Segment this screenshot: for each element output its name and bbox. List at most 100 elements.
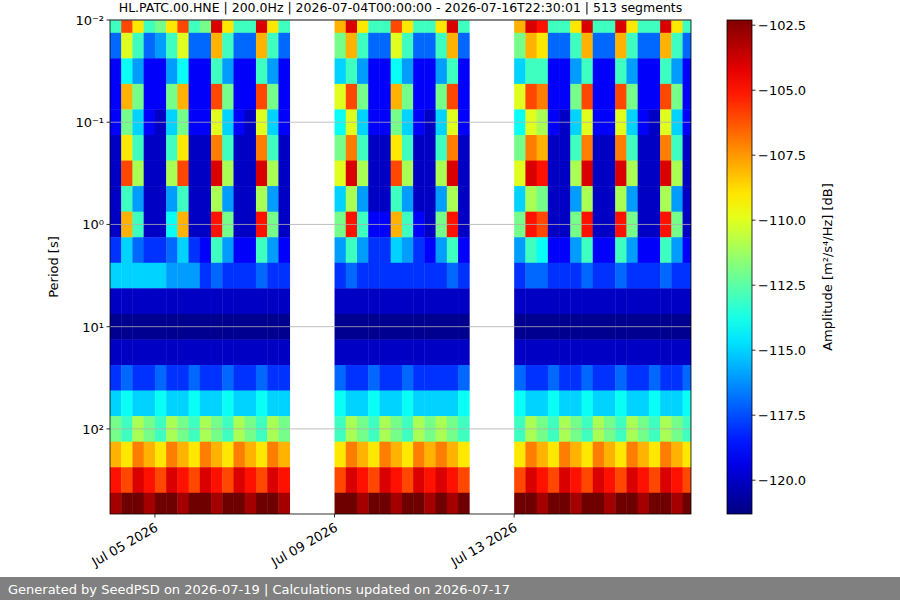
- cell: [357, 135, 369, 161]
- cell: [525, 339, 537, 365]
- cell: [278, 237, 290, 263]
- cell: [537, 263, 549, 289]
- cell: [177, 20, 189, 33]
- cell: [447, 391, 459, 417]
- cell: [649, 493, 661, 514]
- cell: [256, 33, 268, 59]
- cell: [683, 84, 691, 110]
- cell: [683, 467, 691, 493]
- cell: [671, 237, 683, 263]
- cell: [110, 20, 122, 33]
- cell: [458, 263, 470, 289]
- cell: [638, 135, 650, 161]
- cell: [638, 493, 650, 514]
- cell: [379, 339, 391, 365]
- cell: [391, 161, 403, 187]
- cell: [267, 263, 279, 289]
- cell: [413, 237, 425, 263]
- cell: [660, 493, 672, 514]
- cell: [132, 161, 144, 187]
- cell: [177, 442, 189, 468]
- cell: [211, 467, 223, 493]
- cell: [593, 339, 605, 365]
- cell: [570, 263, 582, 289]
- cell: [267, 493, 279, 514]
- cell: [514, 442, 526, 468]
- cell: [402, 135, 414, 161]
- cell: [245, 186, 257, 212]
- cell: [683, 186, 691, 212]
- cell: [278, 339, 290, 365]
- cell: [391, 135, 403, 161]
- cell: [514, 339, 526, 365]
- cell: [379, 58, 391, 84]
- cell: [458, 161, 470, 187]
- cell: [525, 237, 537, 263]
- cell: [514, 365, 526, 391]
- y-tick-label: 10⁻¹: [75, 115, 104, 130]
- cell: [559, 33, 571, 59]
- cell: [278, 186, 290, 212]
- cell: [638, 33, 650, 59]
- cell: [548, 161, 560, 187]
- cell: [110, 288, 122, 314]
- cell: [379, 391, 391, 417]
- cell: [638, 442, 650, 468]
- cell: [626, 339, 638, 365]
- cell: [368, 161, 380, 187]
- cell: [144, 263, 156, 289]
- cell: [245, 58, 257, 84]
- cell: [525, 442, 537, 468]
- cell: [346, 161, 358, 187]
- cell: [200, 288, 212, 314]
- cell: [110, 237, 122, 263]
- cell: [357, 161, 369, 187]
- cell: [110, 493, 122, 514]
- cell: [514, 237, 526, 263]
- cell: [413, 20, 425, 33]
- cell: [626, 493, 638, 514]
- cell: [379, 20, 391, 33]
- cell: [671, 58, 683, 84]
- cell: [604, 135, 616, 161]
- cell: [514, 391, 526, 417]
- cell: [357, 20, 369, 33]
- cell: [593, 33, 605, 59]
- cell: [615, 263, 627, 289]
- cell: [593, 135, 605, 161]
- cell: [413, 365, 425, 391]
- cell: [256, 84, 268, 110]
- cell: [548, 391, 560, 417]
- cell: [559, 58, 571, 84]
- cell: [514, 20, 526, 33]
- cell: [626, 365, 638, 391]
- cell: [424, 288, 436, 314]
- cell: [155, 161, 167, 187]
- cell: [189, 442, 201, 468]
- cell: [559, 161, 571, 187]
- cell: [436, 493, 448, 514]
- cell: [267, 467, 279, 493]
- cell: [132, 84, 144, 110]
- cell: [391, 186, 403, 212]
- background: [0, 0, 900, 600]
- cell: [379, 365, 391, 391]
- cell: [447, 263, 459, 289]
- cell: [166, 84, 178, 110]
- cell: [537, 442, 549, 468]
- cell: [222, 58, 234, 84]
- cell: [278, 263, 290, 289]
- cell: [222, 391, 234, 417]
- cell: [267, 186, 279, 212]
- cell: [144, 442, 156, 468]
- cell: [368, 135, 380, 161]
- cell: [604, 186, 616, 212]
- cell: [132, 339, 144, 365]
- cell: [413, 391, 425, 417]
- cell: [626, 442, 638, 468]
- cell: [245, 288, 257, 314]
- cell: [424, 493, 436, 514]
- cell: [177, 33, 189, 59]
- cell: [110, 442, 122, 468]
- cell: [626, 33, 638, 59]
